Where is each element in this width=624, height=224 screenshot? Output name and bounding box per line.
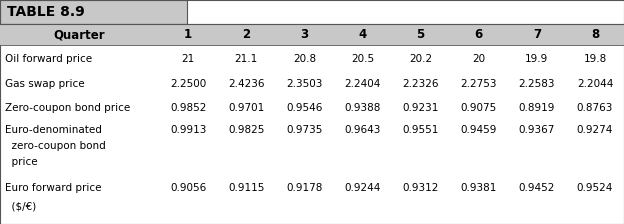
Text: 0.9735: 0.9735: [286, 125, 323, 135]
Text: 2.2753: 2.2753: [461, 79, 497, 89]
Text: 2.2326: 2.2326: [402, 79, 439, 89]
Bar: [0, 24, 624, 224]
Bar: [0, 24, 624, 45]
Text: Quarter: Quarter: [54, 28, 105, 41]
Bar: [187, 0, 624, 24]
Text: 20.5: 20.5: [351, 54, 374, 64]
Text: 0.9244: 0.9244: [344, 183, 381, 193]
Text: 0.9056: 0.9056: [170, 183, 207, 193]
Text: 2.2583: 2.2583: [519, 79, 555, 89]
Text: 0.9551: 0.9551: [402, 125, 439, 135]
Text: Euro forward price: Euro forward price: [5, 183, 102, 193]
Text: 0.9367: 0.9367: [519, 125, 555, 135]
Text: 2: 2: [242, 28, 250, 41]
Text: 0.9381: 0.9381: [461, 183, 497, 193]
Text: 21.1: 21.1: [235, 54, 258, 64]
Bar: [0, 0, 187, 24]
Bar: [0, 0, 187, 24]
Text: 0.8763: 0.8763: [577, 103, 613, 113]
Text: 0.9701: 0.9701: [228, 103, 265, 113]
Text: Euro-denominated: Euro-denominated: [5, 125, 102, 135]
Text: 0.9178: 0.9178: [286, 183, 323, 193]
Text: 0.9913: 0.9913: [170, 125, 207, 135]
Text: 6: 6: [475, 28, 483, 41]
Text: 0.9388: 0.9388: [344, 103, 381, 113]
Text: 2.4236: 2.4236: [228, 79, 265, 89]
Text: 20: 20: [472, 54, 485, 64]
Text: 21: 21: [182, 54, 195, 64]
Text: 0.9452: 0.9452: [519, 183, 555, 193]
Text: 0.9459: 0.9459: [461, 125, 497, 135]
Text: 3: 3: [300, 28, 308, 41]
Text: 2.2404: 2.2404: [344, 79, 381, 89]
Text: 0.9643: 0.9643: [344, 125, 381, 135]
Text: Oil forward price: Oil forward price: [5, 54, 92, 64]
Text: 2.2500: 2.2500: [170, 79, 207, 89]
Text: 0.9524: 0.9524: [577, 183, 613, 193]
Text: Zero-coupon bond price: Zero-coupon bond price: [5, 103, 130, 113]
Text: 8: 8: [591, 28, 599, 41]
Text: 0.9274: 0.9274: [577, 125, 613, 135]
Text: 19.8: 19.8: [583, 54, 607, 64]
Text: TABLE 8.9: TABLE 8.9: [7, 5, 85, 19]
Text: 19.9: 19.9: [525, 54, 548, 64]
Text: 0.9231: 0.9231: [402, 103, 439, 113]
Text: 0.9852: 0.9852: [170, 103, 207, 113]
Text: 2.2044: 2.2044: [577, 79, 613, 89]
Text: 0.9115: 0.9115: [228, 183, 265, 193]
Text: 0.9825: 0.9825: [228, 125, 265, 135]
Text: 0.9075: 0.9075: [461, 103, 497, 113]
Text: price: price: [5, 157, 37, 167]
Text: 0.8919: 0.8919: [519, 103, 555, 113]
Text: 20.8: 20.8: [293, 54, 316, 64]
Text: 7: 7: [533, 28, 541, 41]
Text: zero-coupon bond: zero-coupon bond: [5, 141, 105, 151]
Text: 5: 5: [416, 28, 425, 41]
Text: Gas swap price: Gas swap price: [5, 79, 85, 89]
Text: 2.3503: 2.3503: [286, 79, 323, 89]
Text: 20.2: 20.2: [409, 54, 432, 64]
Text: 4: 4: [358, 28, 367, 41]
Text: 0.9312: 0.9312: [402, 183, 439, 193]
Text: 0.9546: 0.9546: [286, 103, 323, 113]
Text: 1: 1: [184, 28, 192, 41]
Text: ($/€): ($/€): [5, 202, 36, 212]
